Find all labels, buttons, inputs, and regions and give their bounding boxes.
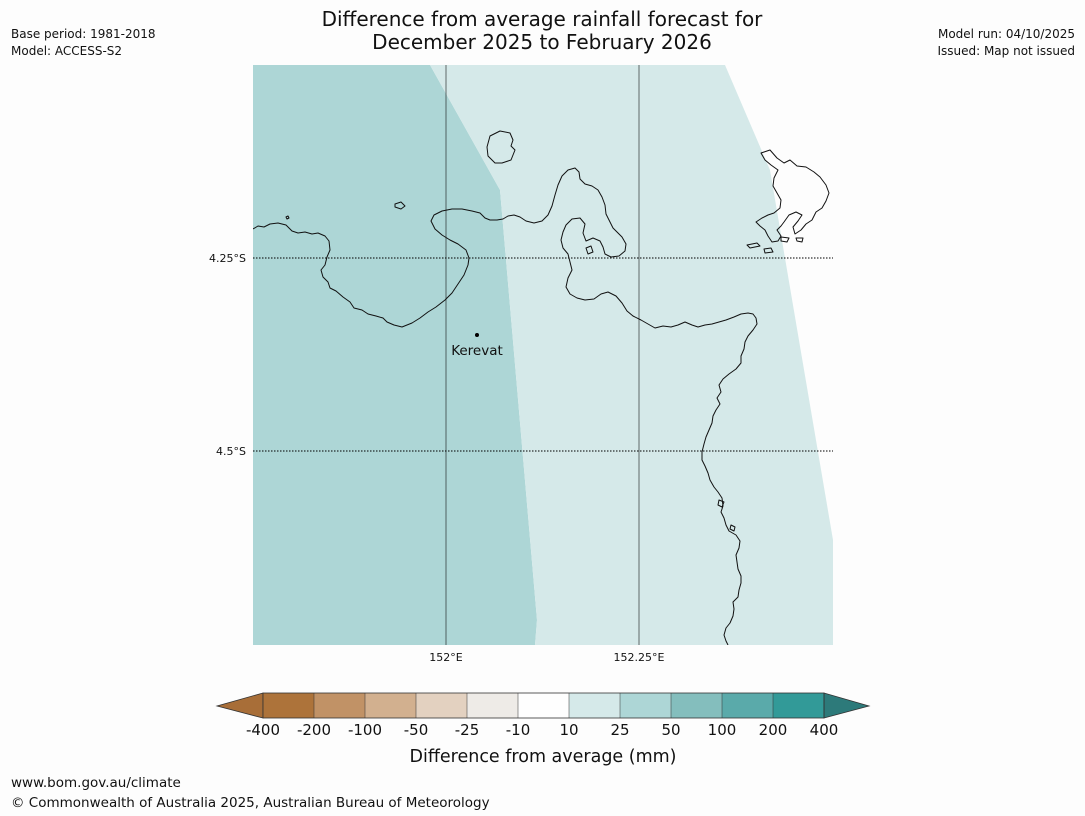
legend-tick: -400 xyxy=(246,721,280,739)
kerevat-marker xyxy=(475,333,479,337)
legend-tick: -10 xyxy=(506,721,531,739)
base-period: Base period: 1981-2018 xyxy=(11,27,156,41)
coastline-islands-east xyxy=(755,149,830,243)
lat-label-4-5: 4.5°S xyxy=(216,445,246,458)
meta-right: Model run: 04/10/2025 Issued: Map not is… xyxy=(937,26,1075,60)
legend-ticks: -400 -200 -100 -50 -25 -10 10 25 50 100 … xyxy=(246,721,838,739)
coastline-islet-1 xyxy=(394,201,406,210)
legend-title: Difference from average (mm) xyxy=(409,747,676,767)
legend-segment xyxy=(263,693,314,718)
legend-tick: 100 xyxy=(708,721,737,739)
coastline-islet-5 xyxy=(746,242,761,249)
model-run: Model run: 04/10/2025 xyxy=(937,27,1075,41)
coastline-islet-6 xyxy=(763,247,774,254)
coastline-islet-3 xyxy=(585,245,594,255)
title-line-2: December 2025 to February 2026 xyxy=(372,30,712,54)
coastline-islet-4 xyxy=(780,236,790,243)
legend-segment xyxy=(467,693,518,718)
lon-label-152: 152°E xyxy=(429,651,462,664)
map-area xyxy=(253,65,833,645)
rain-zone-10-to-25 xyxy=(430,65,833,645)
coastline-islet-2 xyxy=(285,215,290,220)
footer-url: www.bom.gov.au/climate xyxy=(11,775,181,791)
legend-tick: -25 xyxy=(455,721,480,739)
legend-segment xyxy=(518,693,569,718)
coastline-islet-8 xyxy=(717,499,725,508)
coastlines xyxy=(253,130,830,645)
legend-tick: 25 xyxy=(610,721,629,739)
legend-segment xyxy=(365,693,416,718)
legend-colorbar xyxy=(215,692,871,719)
title-line-1: Difference from average rainfall forecas… xyxy=(321,7,763,31)
legend-segment xyxy=(416,693,467,718)
legend-tick: 50 xyxy=(661,721,680,739)
legend-segment xyxy=(773,693,824,718)
legend-tick: 200 xyxy=(759,721,788,739)
lon-label-152-25: 152.25°E xyxy=(614,651,665,664)
legend-segment xyxy=(722,693,773,718)
legend-segment xyxy=(671,693,722,718)
issued-status: Issued: Map not issued xyxy=(937,44,1075,58)
model-name: Model: ACCESS-S2 xyxy=(11,44,123,58)
place-label-kerevat: Kerevat xyxy=(451,343,503,359)
legend-segment xyxy=(314,693,365,718)
meta-left: Base period: 1981-2018 Model: ACCESS-S2 xyxy=(11,26,156,60)
lat-label-4-25: 4.25°S xyxy=(209,252,246,265)
legend-outline xyxy=(262,692,825,719)
legend-segment xyxy=(620,693,671,718)
legend-tick: 400 xyxy=(810,721,839,739)
coastline-island-north xyxy=(486,130,516,164)
footer-copyright: © Commonwealth of Australia 2025, Austra… xyxy=(11,795,490,811)
legend-segment xyxy=(569,693,620,718)
legend-tick: 10 xyxy=(559,721,578,739)
legend-tick: -50 xyxy=(404,721,429,739)
legend-extension-left xyxy=(215,692,264,719)
coastline-islet-7 xyxy=(795,237,804,243)
legend-tick: -200 xyxy=(297,721,331,739)
coastline-main xyxy=(253,167,758,645)
coastline-islet-9 xyxy=(729,524,736,532)
legend-tick: -100 xyxy=(348,721,382,739)
legend-extension-right xyxy=(823,692,871,719)
